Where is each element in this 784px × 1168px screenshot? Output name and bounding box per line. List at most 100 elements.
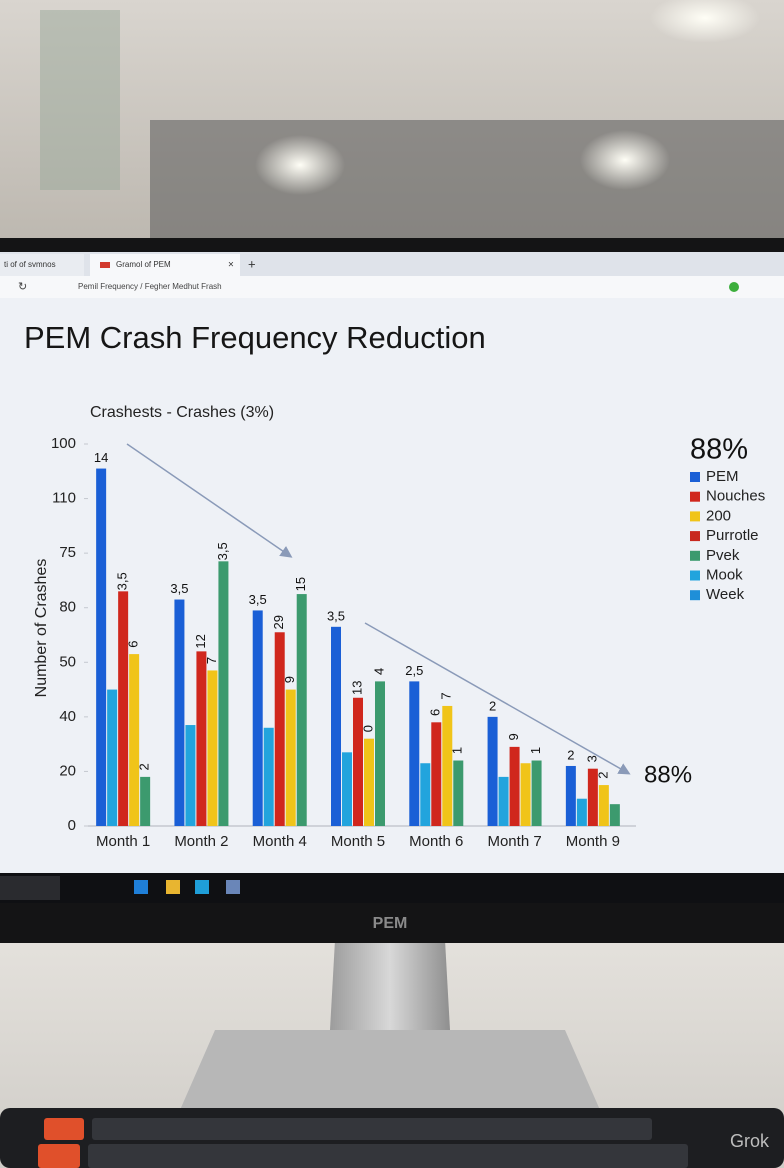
x-tick-label: Month 9: [566, 833, 620, 850]
bar-note: 3,5: [170, 581, 188, 596]
url[interactable]: Pemil Frequency / Fegher Medhut Frash: [78, 282, 222, 291]
bar: [609, 804, 620, 826]
bar-note: 2: [137, 763, 152, 770]
light: [255, 135, 345, 195]
bar: [129, 654, 140, 826]
bar: [207, 670, 218, 826]
tab-icon: [100, 262, 110, 268]
bar-note: 9: [282, 676, 297, 683]
chart-subtitle: Crashests - Crashes (3%): [90, 404, 274, 421]
monitor-brand: PEM: [373, 915, 408, 932]
bar-note: 29: [271, 615, 286, 629]
reload-button[interactable]: ↻: [18, 281, 27, 293]
monitor-stand: [330, 940, 450, 1030]
bar-note: 3: [584, 755, 599, 762]
taskbar-icon[interactable]: [134, 880, 148, 894]
bar-note: 2,5: [405, 663, 423, 678]
keys: [88, 1118, 688, 1168]
bar: [509, 746, 520, 826]
bar: [420, 763, 431, 826]
bar: [576, 798, 587, 826]
bar: [252, 610, 263, 826]
taskbar-icon[interactable]: [166, 880, 180, 894]
bar: [498, 776, 509, 826]
tab-close[interactable]: ×: [228, 260, 234, 271]
bar: [331, 626, 341, 826]
bar: [107, 689, 118, 826]
legend-swatch: [690, 550, 700, 561]
legend-swatch: [690, 531, 700, 542]
bar-note: 4: [371, 668, 386, 675]
profile-icon[interactable]: [729, 282, 739, 292]
legend-swatch: [690, 570, 700, 581]
y-tick-label: 100: [51, 435, 76, 452]
legend-label: 200: [706, 507, 731, 524]
taskbar-icon[interactable]: [195, 880, 209, 894]
bar: [565, 765, 576, 826]
monitor-base: [180, 1030, 600, 1110]
tab[interactable]: [0, 254, 84, 276]
light: [580, 130, 670, 190]
x-tick-label: Month 5: [331, 833, 385, 850]
y-tick-label: 40: [59, 708, 76, 725]
bar: [118, 591, 129, 826]
tab-title[interactable]: ti of of svmnos: [4, 260, 56, 269]
y-axis-label: Number of Crashes: [33, 559, 50, 698]
tab[interactable]: [90, 254, 240, 276]
y-tick-label: 110: [52, 490, 76, 507]
bar: [285, 689, 296, 826]
x-tick-label: Month 2: [174, 833, 228, 850]
new-tab[interactable]: +: [248, 256, 256, 271]
light: [650, 0, 760, 43]
y-tick-label: 75: [59, 544, 76, 561]
bar-note: 7: [439, 692, 454, 699]
bar: [263, 727, 274, 826]
bar-note: 3,5: [249, 592, 267, 607]
legend-label: Pvek: [706, 547, 740, 564]
bar-note: 13: [349, 681, 364, 695]
bar-note: 7: [204, 657, 219, 664]
taskbar-icon[interactable]: [226, 880, 240, 894]
bar-note: 1: [450, 747, 465, 754]
key: [44, 1118, 84, 1140]
bar-note: 12: [193, 634, 208, 648]
bar-note: 2: [595, 771, 610, 778]
x-tick-label: Month 4: [253, 833, 307, 850]
bar: [364, 738, 374, 826]
annotation: 88%: [644, 761, 692, 788]
bar: [174, 599, 185, 826]
annotation: 88%: [690, 434, 748, 466]
bar-note: 3,5: [115, 572, 130, 590]
bar: [442, 705, 453, 826]
background-screen: [150, 120, 784, 240]
address-bar: [0, 276, 784, 298]
bar-note: 9: [506, 733, 521, 740]
x-tick-label: Month 6: [409, 833, 463, 850]
bar: [375, 681, 385, 826]
bar-note: 3,5: [215, 542, 230, 560]
tab-title[interactable]: Gramol of PEM: [116, 260, 171, 269]
bar: [185, 725, 196, 826]
bar-note: 15: [293, 577, 308, 591]
legend-swatch: [690, 491, 700, 502]
bar: [196, 651, 207, 826]
search-box[interactable]: [0, 876, 60, 900]
bar-note: 2: [489, 698, 496, 713]
bar: [218, 561, 229, 826]
watermark: Grok: [730, 1131, 770, 1151]
legend-swatch: [690, 590, 700, 601]
key: [38, 1144, 80, 1168]
bar-note: 6: [428, 709, 443, 716]
bar-note: 14: [94, 450, 108, 465]
bar-note: 1: [528, 747, 543, 754]
legend-label: Week: [706, 586, 745, 603]
bar-note: 0: [360, 725, 375, 732]
y-tick-label: 0: [68, 817, 76, 834]
bar: [96, 468, 107, 826]
legend-label: Purrotle: [706, 527, 759, 544]
legend-label: Mook: [706, 566, 743, 583]
y-tick-label: 50: [59, 653, 76, 670]
x-tick-label: Month 7: [487, 833, 541, 850]
